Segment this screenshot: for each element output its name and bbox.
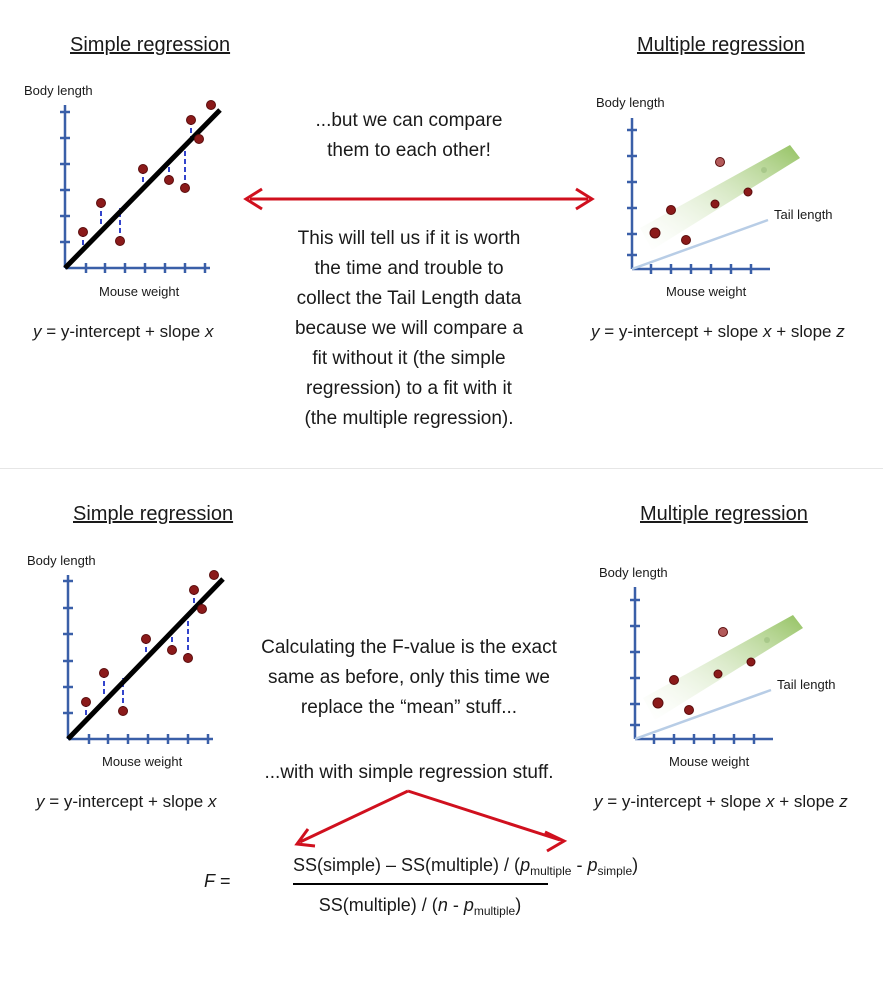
multiple-x-axis-label: Mouse weight — [669, 754, 750, 769]
multiple-regression-heading: Multiple regression — [640, 503, 808, 525]
split-arrows — [294, 789, 568, 853]
simple-x-axis — [65, 263, 210, 273]
simple-y-axis-label: Body length — [27, 553, 96, 568]
tail-length-axis — [631, 218, 769, 271]
multiple-equation: y = y-intercept + slope x + slope z — [591, 322, 845, 341]
residual-lines — [82, 120, 192, 247]
bottom-panel: Simple regression Multiple regression — [0, 469, 883, 988]
formula-denominator: SS(multiple) / (n - pmultiple) — [318, 895, 522, 918]
calculation-text: Calculating the F-value is the exact sam… — [261, 637, 557, 718]
fraction-bar — [293, 883, 548, 885]
explanation-text: This will tell us if it is worth the tim… — [294, 228, 524, 429]
multiple-y-axis-label: Body length — [599, 565, 668, 580]
regression-line — [63, 108, 222, 270]
multiple-y-axis — [627, 118, 637, 269]
simple-x-axis-label: Mouse weight — [102, 754, 183, 769]
simple-x-axis — [68, 734, 213, 744]
simple-y-axis — [60, 105, 70, 268]
regression-line — [66, 577, 225, 741]
simple-regression-heading: Simple regression — [73, 503, 234, 525]
simple-equation: y = y-intercept + slope x — [36, 792, 217, 811]
bottom-simple-plot — [63, 570, 803, 853]
data-points — [81, 570, 219, 716]
data-points — [78, 100, 216, 246]
multiple-y-axis-label: Body length — [596, 95, 665, 110]
compare-text: ...but we can compare them to each other… — [315, 110, 503, 161]
simple-x-axis-label: Mouse weight — [99, 284, 180, 299]
simple-equation: y = y-intercept + slope x — [33, 322, 214, 341]
multiple-x-axis — [635, 734, 773, 744]
with-text: ...with with simple regression stuff. — [264, 762, 554, 783]
simple-y-axis — [63, 575, 73, 739]
tail-length-axis — [634, 688, 772, 741]
multiple-regression-heading: Multiple regression — [637, 34, 805, 56]
multiple-data-points — [649, 157, 767, 245]
multiple-data-points — [652, 627, 770, 715]
multiple-x-axis — [632, 264, 770, 274]
regression-plane — [640, 145, 800, 250]
residual-lines — [85, 590, 195, 718]
formula-numerator: SS(simple) – SS(multiple) / (pmultiple -… — [293, 855, 639, 878]
top-panel: Simple regression Multiple regression — [0, 0, 883, 468]
tail-length-label: Tail length — [777, 677, 836, 692]
simple-regression-heading: Simple regression — [70, 34, 231, 56]
compare-arrow — [243, 187, 595, 211]
regression-plane — [643, 615, 803, 720]
multiple-y-axis — [630, 587, 640, 739]
top-simple-plot — [60, 100, 800, 274]
simple-y-axis-label: Body length — [24, 83, 93, 98]
multiple-x-axis-label: Mouse weight — [666, 284, 747, 299]
tail-length-label: Tail length — [774, 207, 833, 222]
formula-f-label: F = — [204, 871, 231, 891]
multiple-equation: y = y-intercept + slope x + slope z — [594, 792, 848, 811]
